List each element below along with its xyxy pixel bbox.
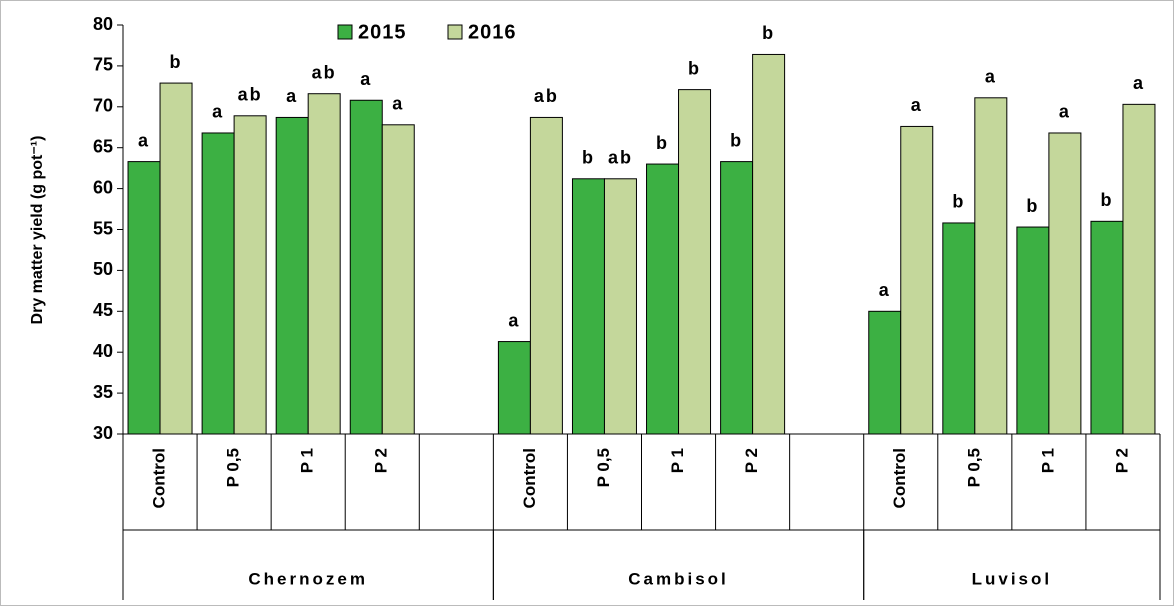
bar xyxy=(571,178,605,435)
bar xyxy=(497,341,531,435)
annotation: a xyxy=(879,280,891,300)
annotation: a xyxy=(392,94,404,114)
bar xyxy=(307,93,341,435)
annotation: b xyxy=(582,148,595,168)
annotation: b xyxy=(952,192,965,212)
y-axis-label: Dry matter yield (g pot⁻¹) xyxy=(29,136,46,325)
annotation: a xyxy=(911,95,923,115)
bar xyxy=(942,222,976,435)
y-tick-label: 60 xyxy=(93,177,113,197)
x-tick-label: P 2 xyxy=(1112,448,1131,473)
group-label: Luvisol xyxy=(972,569,1053,588)
y-tick-label: 35 xyxy=(93,382,113,402)
annotation: ab xyxy=(238,85,263,105)
legend-label: 2016 xyxy=(468,21,517,43)
annotation: ab xyxy=(608,148,633,168)
x-tick-label: Control xyxy=(150,448,169,508)
group-label: Cambisol xyxy=(628,569,729,588)
x-tick-label: P 2 xyxy=(372,448,391,473)
x-tick-label: P 1 xyxy=(298,448,317,473)
annotation: a xyxy=(508,310,520,330)
y-tick-label: 80 xyxy=(93,14,113,34)
bar xyxy=(127,161,161,435)
bar xyxy=(868,310,902,435)
bar xyxy=(1122,103,1156,435)
y-tick-label: 55 xyxy=(93,218,113,238)
x-tick-label: P 0,5 xyxy=(224,448,243,487)
annotation: a xyxy=(138,130,150,150)
annotation: a xyxy=(360,69,372,89)
y-tick-label: 45 xyxy=(93,300,113,320)
annotation: b xyxy=(730,130,743,150)
y-tick-label: 75 xyxy=(93,55,113,75)
bar xyxy=(900,125,934,435)
annotation: b xyxy=(656,133,669,153)
annotation: b xyxy=(170,52,183,72)
x-tick-label: P 0,5 xyxy=(964,448,983,487)
bar xyxy=(974,97,1008,435)
bar xyxy=(1048,132,1082,435)
group-label: Chernozem xyxy=(248,569,368,588)
y-tick-label: 70 xyxy=(93,96,113,116)
x-tick-label: Control xyxy=(520,448,539,508)
x-tick-label: P 0,5 xyxy=(594,448,613,487)
bar xyxy=(529,116,563,435)
legend-swatch xyxy=(337,24,353,40)
legend-swatch xyxy=(447,24,463,40)
bar xyxy=(349,99,383,435)
x-tick-label: Control xyxy=(890,448,909,508)
y-tick-label: 30 xyxy=(93,423,113,443)
annotation: ab xyxy=(312,62,337,82)
annotation: b xyxy=(1026,196,1039,216)
annotation: ab xyxy=(534,86,559,106)
bar xyxy=(1016,226,1050,435)
annotation: a xyxy=(1059,102,1071,122)
bar xyxy=(201,132,235,435)
annotation: a xyxy=(985,67,997,87)
bar xyxy=(603,178,637,435)
bar xyxy=(678,89,712,435)
annotation: b xyxy=(1100,190,1113,210)
legend-label: 2015 xyxy=(358,21,407,43)
annotation: b xyxy=(688,58,701,78)
annotation: b xyxy=(762,23,775,43)
x-tick-label: P 1 xyxy=(668,448,687,473)
annotation: a xyxy=(1133,73,1145,93)
bar xyxy=(159,82,193,435)
bar xyxy=(720,161,754,435)
x-tick-label: P 2 xyxy=(742,448,761,473)
bar xyxy=(275,116,309,435)
x-tick-label: P 1 xyxy=(1038,448,1057,473)
bar xyxy=(1090,220,1124,435)
y-tick-label: 65 xyxy=(93,136,113,156)
bar xyxy=(752,53,786,435)
y-tick-label: 50 xyxy=(93,259,113,279)
annotation: a xyxy=(212,102,224,122)
bar xyxy=(233,115,267,435)
annotation: a xyxy=(286,86,298,106)
bar xyxy=(646,163,680,435)
bar xyxy=(381,124,415,435)
y-tick-label: 40 xyxy=(93,341,113,361)
